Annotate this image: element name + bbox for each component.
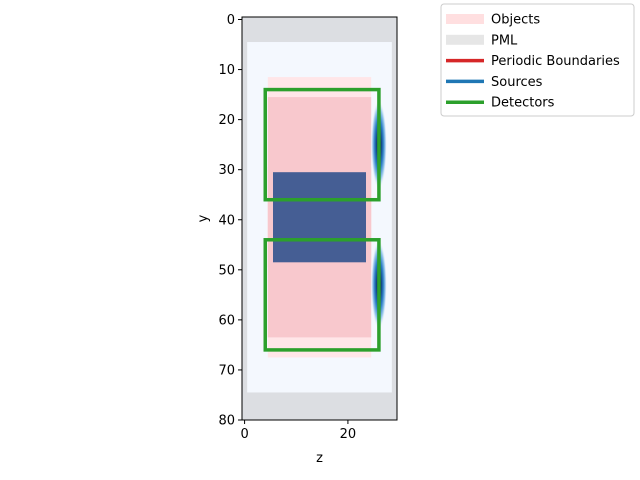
x-tick-label: 0	[240, 427, 248, 442]
pml-region	[242, 17, 397, 43]
y-tick-label: 60	[218, 313, 235, 328]
inner-object-region	[273, 172, 366, 263]
legend-box	[440, 3, 635, 117]
legend-swatch	[446, 34, 484, 45]
y-tick-label: 70	[218, 363, 235, 378]
legend-label: Sources	[491, 75, 543, 90]
y-tick-label: 0	[227, 13, 235, 28]
axes: 0 20 0 10 20 30 40 50 60 70 80	[218, 13, 356, 442]
legend-swatch	[446, 14, 484, 24]
detector-box	[263, 238, 381, 352]
legend-label: Periodic Boundaries	[491, 54, 620, 69]
detector-box	[263, 87, 381, 202]
plot-area	[242, 17, 397, 420]
legend: Objects PML Periodic Boundaries Sources Dete…	[440, 3, 635, 117]
legend-label: PML	[491, 33, 518, 48]
pml-region	[242, 17, 248, 420]
y-tick-label: 50	[218, 263, 235, 278]
y-tick-label: 30	[218, 163, 235, 178]
x-tick-label: 20	[340, 427, 357, 442]
x-axis-label: z	[316, 451, 323, 466]
plot-frame	[241, 16, 398, 421]
y-tick-label: 10	[218, 63, 235, 78]
legend-label: Detectors	[491, 96, 555, 111]
pml-region	[242, 392, 397, 420]
pml-region	[391, 17, 397, 420]
y-axis-label: y	[196, 214, 211, 222]
legend-label: Objects	[491, 13, 540, 28]
y-tick-label: 40	[218, 213, 235, 228]
y-tick-label: 80	[218, 414, 235, 429]
y-tick-label: 20	[218, 113, 235, 128]
